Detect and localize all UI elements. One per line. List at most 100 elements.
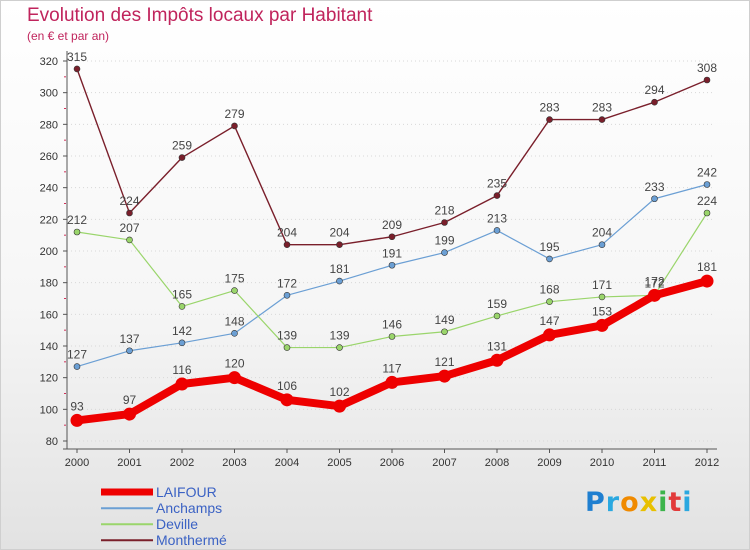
logo-letter: i [658,487,669,518]
data-point-laifour [700,274,714,288]
logo-letter: r [605,487,621,518]
legend-item-laifour: LAIFOUR [101,484,301,500]
data-point-deville [598,293,606,301]
data-label-deville: 139 [277,329,297,343]
data-label-anchamps: 195 [539,240,559,254]
data-point-deville [441,328,448,336]
data-point-deville [126,236,133,244]
data-label-montherm: 218 [434,204,454,218]
x-tick-label: 2003 [222,457,246,469]
data-point-montherm [231,122,238,130]
x-tick-label: 2007 [432,457,456,469]
data-label-anchamps: 127 [67,348,87,362]
x-tick-label: 2010 [590,457,614,469]
data-point-laifour [228,371,241,385]
legend-label-deville: Deville [156,516,199,532]
x-tick-label: 2011 [643,457,667,469]
data-label-deville: 146 [382,318,402,332]
legend-swatch-deville [101,523,153,525]
data-label-anchamps: 142 [172,324,192,338]
y-tick-label: 160 [40,309,58,321]
logo-letter: i [682,487,693,518]
data-label-montherm: 204 [277,226,297,240]
data-label-deville: 172 [644,276,664,290]
logo-letter: o [620,487,640,518]
data-label-laifour: 120 [224,357,244,371]
y-tick-label: 280 [40,119,58,131]
y-tick-label: 260 [40,151,58,163]
data-label-laifour: 181 [697,260,717,274]
data-point-deville [73,228,81,236]
legend-item-anchamps: Anchamps [101,500,301,516]
y-tick-label: 220 [40,214,58,226]
data-label-deville: 165 [172,287,192,301]
data-point-montherm [493,192,501,199]
data-point-montherm [441,219,448,226]
data-point-laifour [543,328,556,342]
data-point-deville [178,303,186,310]
data-point-laifour [333,399,346,413]
data-point-anchamps [126,347,133,355]
legend-swatch-montherme [101,539,153,541]
data-point-anchamps [283,292,291,299]
data-point-laifour [438,369,451,383]
data-label-montherm: 294 [644,83,664,97]
data-point-montherm [388,233,396,241]
y-tick-label: 100 [40,404,58,416]
data-point-anchamps [388,261,396,269]
data-point-anchamps [651,195,658,203]
series-line-laifour [73,277,711,425]
legend-swatch-laifour [101,488,153,496]
data-label-montherm: 235 [487,177,507,191]
logo-letter: t [668,487,683,518]
data-point-laifour [70,413,84,427]
y-tick-label: 320 [40,56,58,68]
x-tick-label: 2012 [695,457,719,469]
data-point-montherm [336,241,343,248]
data-point-laifour [385,375,399,389]
legend-swatch-anchamps [101,507,153,509]
x-tick-label: 2002 [170,457,194,469]
data-label-anchamps: 191 [382,246,402,260]
data-label-montherm: 209 [382,218,402,232]
data-point-anchamps [703,181,711,188]
data-point-laifour [595,318,609,332]
data-label-montherm: 315 [67,50,87,64]
data-label-laifour: 116 [172,363,191,377]
x-tick-label: 2008 [485,457,509,469]
y-tick-label: 120 [40,373,58,385]
data-label-deville: 159 [487,297,507,311]
y-tick-label: 200 [40,246,58,258]
data-label-anchamps: 199 [434,234,454,248]
chart-subtitle: (en € et par an) [27,29,110,43]
data-label-laifour: 172 [644,274,664,288]
data-point-montherm [598,116,606,123]
data-point-montherm [126,209,133,217]
legend-item-deville: Deville [101,516,301,532]
y-tick-label: 300 [40,88,58,100]
x-tick-label: 2004 [275,457,299,469]
data-label-laifour: 102 [329,385,349,399]
data-point-laifour [175,377,189,391]
data-point-anchamps [493,227,501,234]
y-tick-label: 180 [40,278,58,290]
data-point-laifour [123,407,136,421]
data-label-deville: 171 [592,278,612,292]
data-point-anchamps [231,330,238,337]
data-label-laifour: 131 [487,339,507,353]
data-label-anchamps: 181 [329,262,349,276]
data-point-anchamps [546,255,553,263]
data-label-laifour: 153 [592,304,612,318]
data-point-montherm [703,76,711,84]
legend-item-montherme: Monthermé [101,532,301,548]
x-tick-label: 2000 [65,457,89,469]
data-point-deville [493,312,501,320]
data-point-montherm [178,154,186,161]
data-point-montherm [283,241,291,248]
proxiti-logo: Proxiti [585,487,693,518]
data-label-laifour: 93 [70,399,84,413]
data-label-deville: 207 [119,221,139,235]
data-label-anchamps: 137 [119,332,139,346]
data-label-anchamps: 242 [697,166,717,180]
